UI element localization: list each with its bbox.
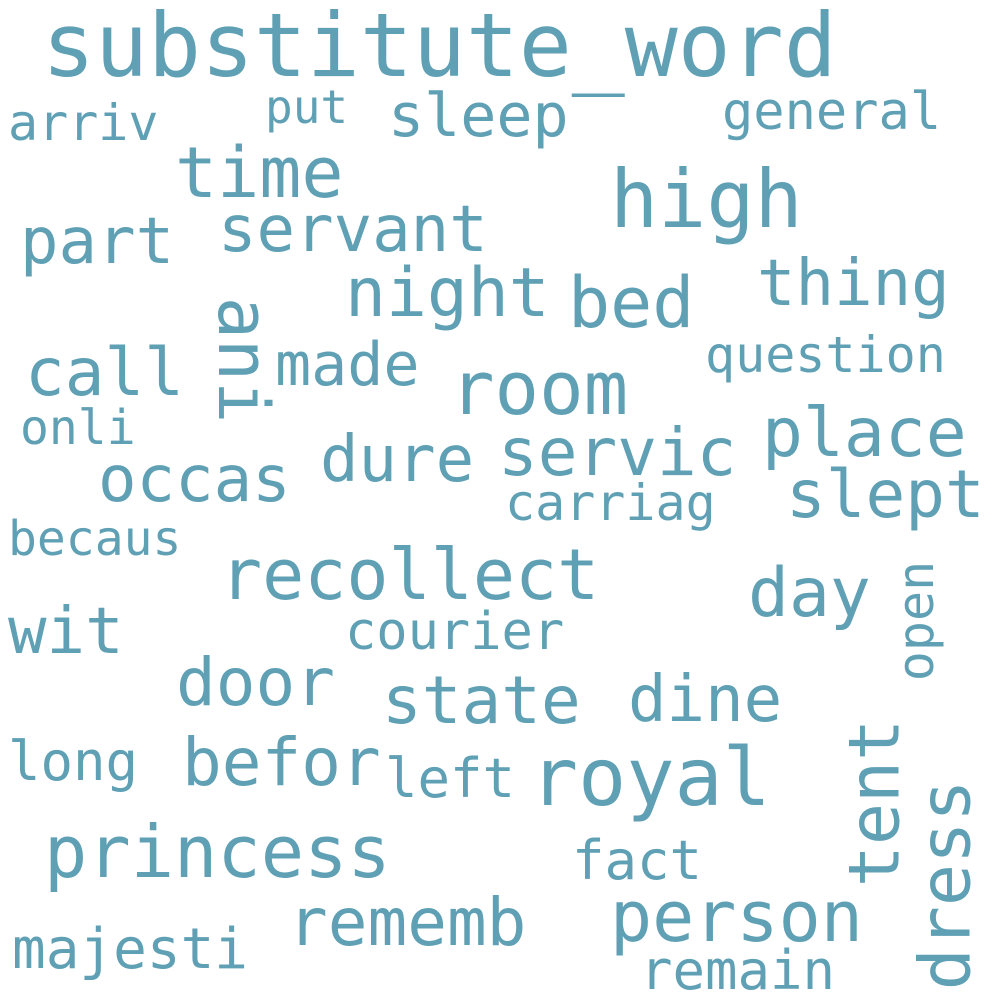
word-tent: tent xyxy=(833,718,916,888)
word-time: time xyxy=(175,132,344,214)
word-onli: onli xyxy=(20,400,136,456)
word-befor: befor xyxy=(182,724,381,801)
word-wit: wit xyxy=(8,595,124,669)
word-call: call xyxy=(25,334,184,411)
word-general: general xyxy=(722,82,942,142)
word-door: door xyxy=(176,644,335,721)
word-person: person xyxy=(610,876,863,958)
word-courier: courier xyxy=(345,602,565,662)
word-occas: occas xyxy=(98,443,291,517)
word-made: made xyxy=(275,330,420,400)
word-part: part xyxy=(20,205,175,279)
word-remain: remain xyxy=(640,939,836,1000)
word-becaus: becaus xyxy=(8,511,182,567)
word-day: day xyxy=(748,554,871,633)
word-recollect: recollect xyxy=(220,534,600,616)
word-open: open xyxy=(887,560,946,682)
word-carriag: carriag xyxy=(505,474,716,532)
word-put: put xyxy=(265,80,349,134)
word-royal: royal xyxy=(530,731,771,824)
word-night: night xyxy=(345,254,550,333)
word-room: room xyxy=(450,346,629,432)
word-thing: thing xyxy=(757,247,950,321)
word-dress: dress xyxy=(904,779,987,991)
word-substitute-word: substitute_word xyxy=(42,0,837,97)
word-place: place xyxy=(762,394,967,473)
word-princess: princess xyxy=(44,810,391,894)
word-sleep: sleep xyxy=(388,81,569,151)
word-bed: bed xyxy=(568,262,695,344)
word-majesti: majesti xyxy=(12,917,249,982)
word-servant: servant xyxy=(218,193,488,267)
word-rememb: rememb xyxy=(288,884,527,961)
word-slept: slept xyxy=(786,456,985,533)
word-dure: dure xyxy=(320,423,475,497)
word-question: question xyxy=(705,326,946,384)
word-state: state xyxy=(382,662,581,739)
word-long: long xyxy=(8,730,139,793)
word-dine: dine xyxy=(628,663,783,737)
word-ani: ani xyxy=(202,296,285,424)
word-high: high xyxy=(610,153,803,246)
word-left: left xyxy=(385,747,516,810)
word-arriv: arriv xyxy=(8,94,159,152)
word-fact: fact xyxy=(572,829,703,892)
word-servic: servic xyxy=(498,414,737,491)
